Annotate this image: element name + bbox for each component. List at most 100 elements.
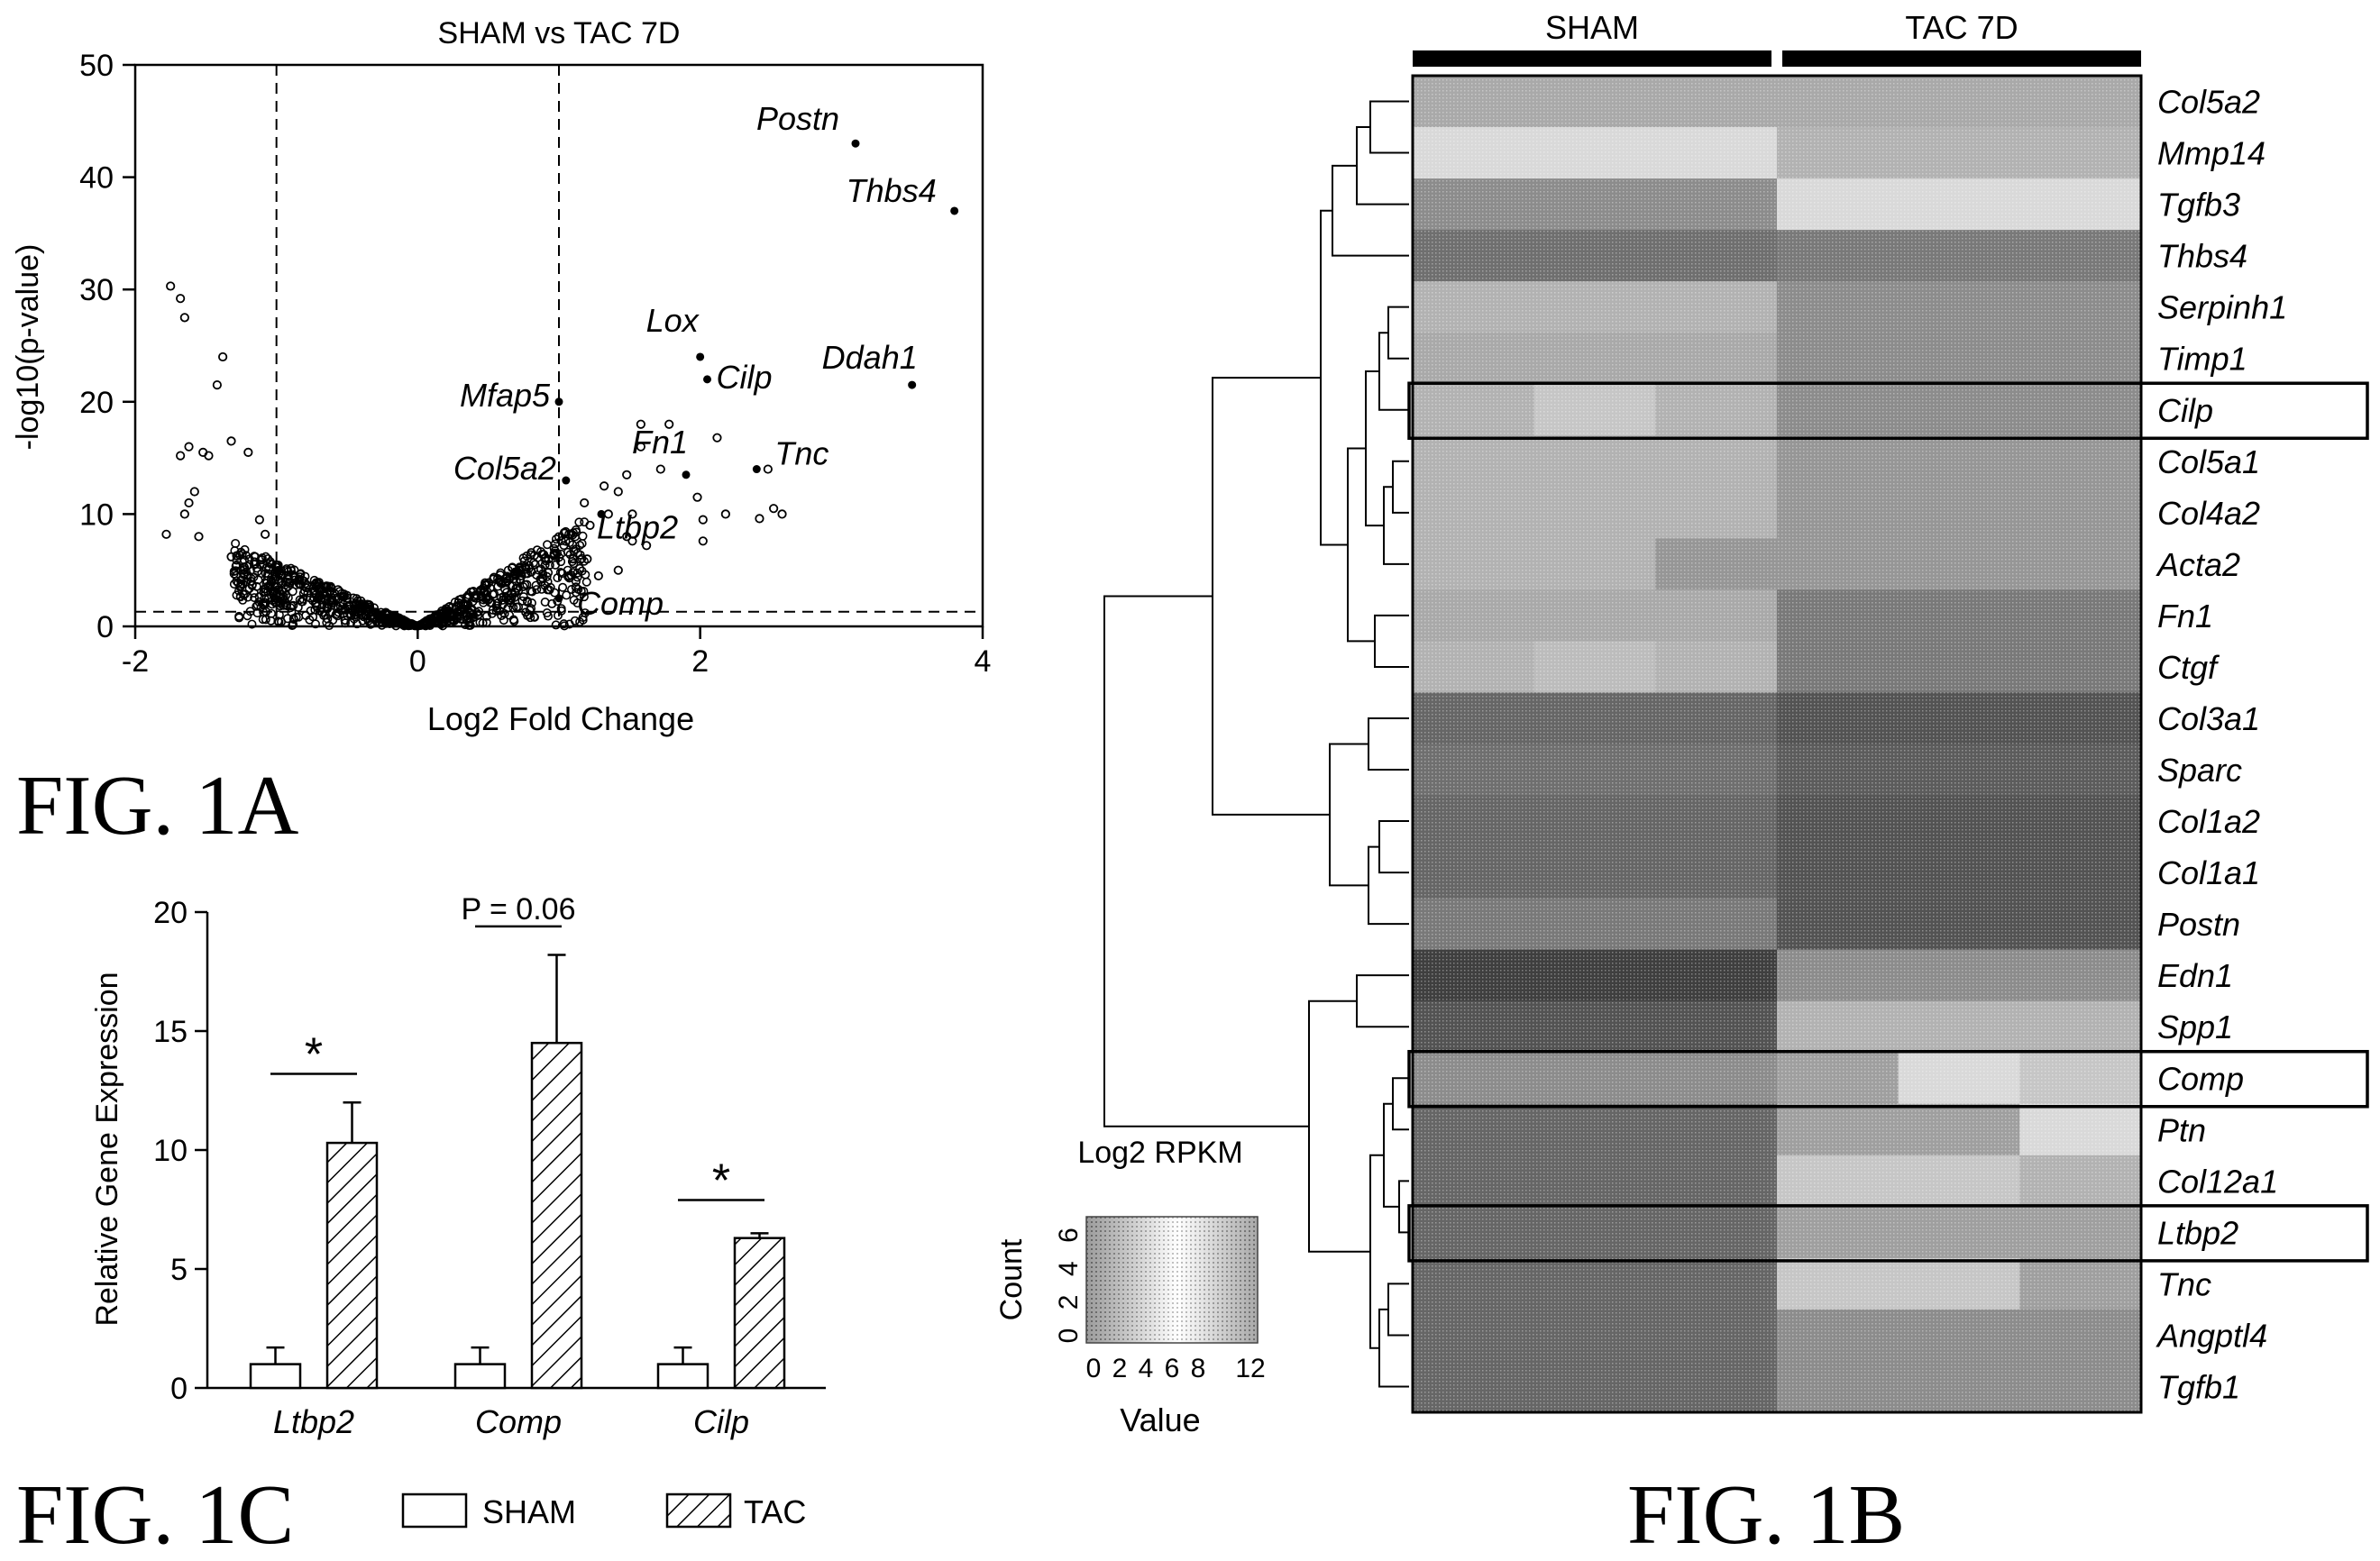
volcano-gene-label: Postn — [756, 100, 839, 137]
color-key-x-tick-label: 8 — [1191, 1354, 1206, 1383]
volcano-x-tick-label: 4 — [975, 644, 992, 679]
group-label-sham: SHAM — [1545, 9, 1639, 46]
heatmap-row-label: Comp — [2157, 1060, 2244, 1097]
figure-label-1c: FIG. 1C — [16, 1468, 294, 1556]
volcano-point — [249, 572, 259, 582]
heatmap-row-label: Col3a1 — [2157, 700, 2260, 737]
volcano-point — [296, 570, 306, 580]
color-key-title: Log2 RPKM — [1077, 1136, 1242, 1170]
heatmap-row-label: Angptl4 — [2156, 1317, 2267, 1354]
bar-significance-annotations: * P = 0.06 * — [270, 892, 764, 1207]
legend-swatch-tac — [665, 1493, 732, 1529]
heatmap: SHAM TAC 7D Col5a2 Mmp14 Tgfb3 Thbs4 Serpinh… — [994, 9, 2369, 1438]
color-key-y-tick-label: 0 — [1054, 1328, 1084, 1344]
volcano-point — [232, 560, 242, 570]
heatmap-row-label: Edn1 — [2157, 957, 2233, 994]
volcano-points — [161, 139, 959, 631]
dendrogram-branch — [1347, 447, 1375, 643]
volcano-point — [243, 571, 253, 581]
volcano-point — [312, 598, 322, 608]
volcano-point — [525, 606, 535, 616]
volcano-point — [184, 498, 194, 508]
volcano-labeled-point — [554, 594, 563, 603]
volcano-point — [536, 547, 546, 557]
heatmap-cells — [1413, 76, 2142, 1413]
volcano-point — [504, 595, 514, 605]
dendrogram-branch — [1329, 743, 1368, 887]
dendrogram-branch — [1387, 1283, 1409, 1337]
volcano-point — [572, 568, 582, 578]
volcano-point — [475, 617, 485, 627]
group-label-tac: TAC 7D — [1905, 9, 2018, 46]
dendrogram-branch — [1332, 164, 1409, 257]
bar-y-tick-label: 0 — [170, 1372, 188, 1406]
volcano-point — [274, 610, 284, 620]
volcano-point — [664, 419, 674, 429]
volcano-gene-label: Fn1 — [632, 424, 688, 461]
significance-marker: * — [712, 1155, 730, 1207]
volcano-point — [259, 588, 269, 598]
color-key-texture — [1086, 1217, 1258, 1343]
volcano-point — [343, 593, 352, 603]
volcano-point — [286, 603, 296, 613]
volcano-point — [571, 577, 581, 587]
dendrogram-branch — [1387, 306, 1409, 360]
volcano-point — [257, 569, 267, 579]
volcano-point — [622, 470, 632, 479]
volcano-point — [532, 585, 542, 595]
dendrogram-branch — [1368, 717, 1409, 771]
volcano-point — [374, 618, 384, 628]
figure-label-1b: FIG. 1B — [1627, 1468, 1905, 1556]
volcano-point — [319, 610, 329, 620]
bar-y-tick-label: 10 — [153, 1134, 188, 1168]
volcano-point — [489, 572, 499, 582]
volcano-point — [458, 599, 468, 609]
volcano-point — [250, 593, 260, 603]
volcano-point — [442, 614, 452, 624]
dendrogram-branch — [1374, 614, 1409, 668]
volcano-point — [281, 583, 291, 593]
heatmap-row-labels: Col5a2 Mmp14 Tgfb3 Thbs4 Serpinh1 Timp1 Cilp Co… — [2156, 84, 2287, 1406]
dendrogram-branch — [1392, 1077, 1409, 1131]
bar-sham — [453, 1363, 507, 1390]
volcano-point — [613, 487, 623, 497]
volcano-point — [585, 520, 595, 530]
volcano-point — [561, 536, 571, 546]
volcano-point — [309, 575, 319, 585]
group-bar-sham — [1413, 50, 1771, 67]
volcano-point — [479, 583, 489, 593]
volcano-point — [252, 601, 261, 611]
volcano-point — [540, 597, 550, 607]
volcano-gene-label: Col5a2 — [453, 450, 556, 487]
volcano-point — [382, 609, 392, 619]
dendrogram-branch — [1378, 332, 1409, 411]
volcano-point — [341, 616, 351, 625]
volcano-gene-label: Comp — [577, 585, 664, 622]
volcano-labeled-point — [851, 139, 860, 148]
heatmap-row-label: Col1a1 — [2157, 854, 2260, 891]
volcano-point — [499, 616, 508, 625]
volcano-point — [627, 509, 637, 519]
volcano-point — [698, 536, 708, 546]
volcano-point — [720, 509, 730, 519]
bar-y-tick-label: 15 — [153, 1015, 188, 1049]
heatmap-row-label: Col1a2 — [2157, 803, 2260, 840]
volcano-point — [538, 569, 548, 579]
volcano-point — [444, 602, 453, 612]
bar-x-tick-labels: Ltbp2 Comp Cilp — [273, 1403, 749, 1440]
heatmap-row-label: Mmp14 — [2157, 135, 2266, 172]
volcano-point — [763, 464, 773, 474]
heatmap-row-label: Sparc — [2157, 752, 2242, 789]
volcano-point — [593, 571, 603, 581]
volcano-point — [161, 529, 171, 539]
volcano-y-tick-label: 20 — [79, 386, 114, 420]
dendrogram-branch — [1378, 1308, 1409, 1388]
volcano-point — [254, 515, 264, 525]
volcano-point — [571, 582, 581, 592]
volcano-point — [204, 451, 214, 461]
color-key-y-tick-label: 2 — [1054, 1295, 1084, 1310]
heatmap-row-label: Tgfb1 — [2157, 1368, 2240, 1405]
bar-sham — [249, 1363, 302, 1390]
